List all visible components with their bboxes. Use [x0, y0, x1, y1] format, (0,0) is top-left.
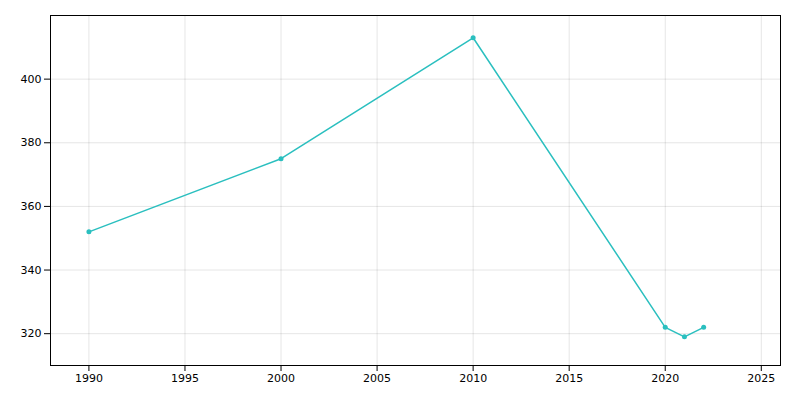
svg-text:400: 400	[21, 73, 42, 86]
svg-text:320: 320	[21, 327, 42, 340]
svg-text:380: 380	[21, 136, 42, 149]
svg-text:2000: 2000	[267, 372, 295, 385]
svg-text:1990: 1990	[75, 372, 103, 385]
svg-text:1995: 1995	[171, 372, 199, 385]
svg-text:360: 360	[21, 200, 42, 213]
svg-text:340: 340	[21, 264, 42, 277]
svg-text:2010: 2010	[459, 372, 487, 385]
svg-text:2015: 2015	[555, 372, 583, 385]
svg-text:2005: 2005	[363, 372, 391, 385]
svg-text:2025: 2025	[747, 372, 775, 385]
svg-text:2020: 2020	[651, 372, 679, 385]
